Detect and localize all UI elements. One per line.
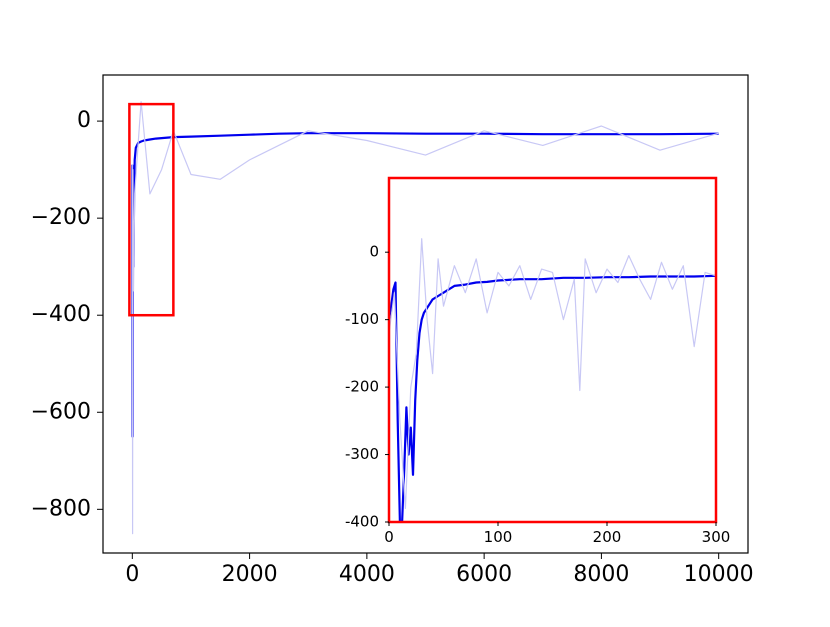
main-ytick-label: −600 <box>31 399 91 424</box>
main-axes-frame <box>102 74 749 554</box>
main-ytick-label: −200 <box>31 205 91 230</box>
inset-xtick-label: 200 <box>593 528 622 546</box>
main-series-raw <box>131 101 719 535</box>
inset-xtick-label: 100 <box>484 528 513 546</box>
main-xtick-label: 6000 <box>456 562 512 587</box>
inset-series-raw <box>389 238 716 510</box>
inset-ytick-label: -200 <box>345 378 379 396</box>
main-ytick-label: 0 <box>77 108 91 133</box>
inset-ytick-label: -400 <box>345 513 379 531</box>
inset-ytick-label: -100 <box>345 310 379 328</box>
zoom-highlight-box <box>128 102 175 317</box>
main-xtick-label: 2000 <box>222 562 278 587</box>
main-xtick-label: 10000 <box>684 562 754 587</box>
inset-xtick-label: 0 <box>384 528 394 546</box>
inset-axes-frame <box>387 176 718 524</box>
inset-plot-area <box>389 238 716 522</box>
inset-ytick-label: 0 <box>369 243 379 261</box>
inset-background <box>389 178 716 522</box>
main-ytick-label: −400 <box>31 302 91 327</box>
main-xtick-label: 4000 <box>339 562 395 587</box>
main-xtick-label: 8000 <box>573 562 629 587</box>
main-plot-area <box>131 101 719 535</box>
main-ytick-label: −800 <box>31 496 91 521</box>
main-series-smoothed <box>131 132 719 438</box>
main-xtick-label: 0 <box>125 562 139 587</box>
inset-ytick-label: -300 <box>345 445 379 463</box>
inset-series-smoothed <box>389 274 716 522</box>
inset-xtick-label: 300 <box>702 528 731 546</box>
